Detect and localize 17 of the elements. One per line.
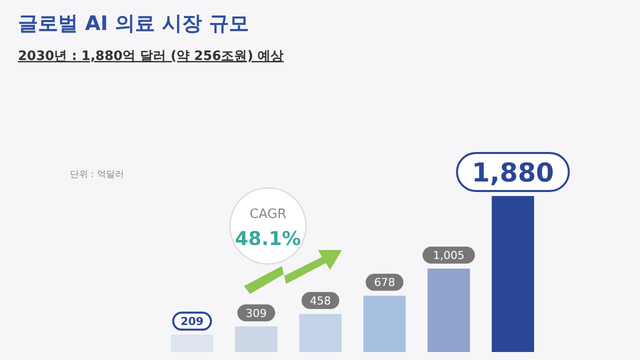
text: 단위 : 억달러 [70, 170, 124, 180]
bar [170, 334, 214, 352]
chart-subtitle: 2030년 : 1,880억 달러 (약 256조원) 예상 [18, 49, 284, 64]
data-label: 309 [246, 306, 267, 320]
bar [492, 196, 534, 352]
annotation: 48.1% [235, 228, 301, 250]
data-label: 1,880 [472, 158, 554, 188]
data-label: 458 [310, 294, 331, 308]
bar [299, 314, 342, 352]
data-label: 209 [180, 315, 204, 328]
bar [428, 268, 470, 352]
chart-title: 글로벌 AI 의료 시장 규모 [18, 11, 249, 35]
bar [363, 296, 406, 352]
data-label: 678 [374, 276, 396, 290]
data-label: 1,005 [433, 249, 464, 262]
annotation: CAGR [250, 207, 286, 222]
bar [235, 326, 278, 352]
